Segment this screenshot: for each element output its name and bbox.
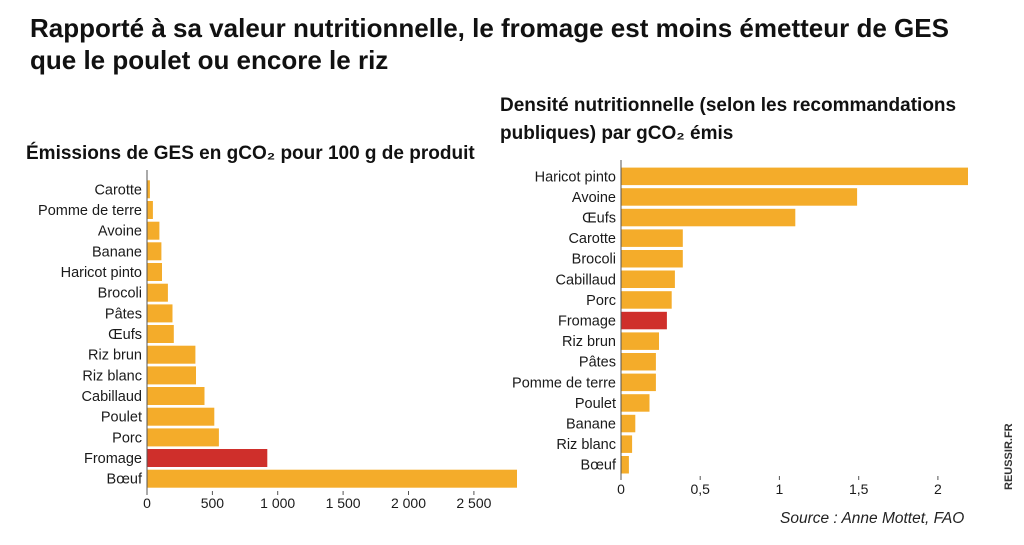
chart-title-density: Densité nutritionnelle (selon les recomm… (500, 95, 957, 144)
category-label-cabillaud: Cabillaud (556, 272, 616, 288)
category-label-fromage: Fromage (84, 451, 142, 467)
bar-banane (621, 414, 636, 433)
emissions-bar-chart: Carotte Pomme de terre Avoine Banane Haricot… (38, 170, 517, 511)
category-label-poulet: Poulet (101, 410, 142, 426)
x-tick-label: 1 000 (260, 495, 295, 511)
category-label-riz-blanc: Riz blanc (556, 437, 616, 453)
bar-haricot-pinto (621, 167, 968, 186)
bar-brocoli (621, 250, 683, 268)
x-tick-label: 0 (143, 495, 151, 511)
category-label-porc: Porc (112, 430, 142, 446)
category-label-pomme-de-terre: Pomme de terre (512, 375, 616, 391)
x-tick-label: 2 (934, 481, 942, 497)
x-tick-label: 0 (617, 481, 625, 497)
category-label-avoine: Avoine (572, 190, 616, 206)
bar-poulet (147, 407, 215, 426)
bar-poulet (621, 394, 650, 412)
category-label-riz-brun: Riz brun (88, 348, 142, 364)
bar-riz-blanc (621, 435, 633, 453)
category-label-oeufs: Œufs (108, 327, 142, 343)
bar-boeuf (621, 456, 629, 474)
category-label-riz-brun: Riz brun (562, 334, 616, 350)
bar-avoine (621, 188, 858, 206)
bar-oeufs (621, 208, 796, 227)
category-label-oeufs: Œufs (582, 211, 616, 227)
bar-pates (147, 304, 173, 323)
bar-fromage (147, 449, 268, 467)
category-label-pates: Pâtes (105, 306, 142, 322)
bar-porc (147, 428, 219, 447)
category-label-riz-blanc: Riz blanc (82, 368, 142, 384)
category-label-carotte: Carotte (568, 231, 616, 247)
category-label-banane: Banane (92, 244, 142, 260)
category-label-fromage: Fromage (558, 314, 616, 330)
bar-riz-brun (147, 345, 196, 364)
category-label-pomme-de-terre: Pomme de terre (38, 203, 142, 219)
x-tick-label: 1 500 (326, 495, 361, 511)
bar-pates (621, 353, 656, 371)
x-tick-label: 2 000 (391, 495, 426, 511)
bar-riz-brun (621, 332, 659, 350)
bar-boeuf (147, 469, 517, 488)
bar-porc (621, 291, 672, 309)
bar-haricot-pinto (147, 263, 162, 281)
bar-oeufs (147, 325, 174, 343)
x-tick-label: 1 (776, 481, 784, 497)
bar-riz-blanc (147, 366, 196, 385)
bar-cabillaud (621, 270, 675, 288)
x-tick-label: 1,5 (849, 481, 869, 497)
x-tick-label: 0,5 (690, 481, 710, 497)
category-label-carotte: Carotte (94, 182, 142, 198)
bar-pomme-de-terre (621, 373, 656, 392)
site-watermark: REUSSIR.FR (1003, 423, 1015, 490)
category-label-pates: Pâtes (579, 355, 616, 371)
bar-carotte (147, 180, 150, 199)
category-label-boeuf: Bœuf (581, 458, 617, 474)
category-label-poulet: Poulet (575, 396, 616, 412)
x-tick-label: 500 (201, 495, 225, 511)
bar-brocoli (147, 283, 168, 302)
bar-pomme-de-terre (147, 201, 153, 219)
category-label-banane: Banane (566, 417, 616, 433)
bar-avoine (147, 221, 160, 240)
category-label-avoine: Avoine (98, 224, 142, 240)
chart-title-emissions: Émissions de GES en gCO₂ pour 100 g de p… (26, 143, 475, 164)
bar-fromage (621, 311, 667, 330)
bar-carotte (621, 229, 683, 247)
category-label-haricot-pinto: Haricot pinto (61, 265, 142, 281)
bar-cabillaud (147, 387, 205, 405)
bar-banane (147, 242, 162, 261)
category-label-boeuf: Bœuf (107, 472, 143, 488)
headline: Rapporté à sa valeur nutritionnelle, le … (30, 13, 949, 75)
x-tick-label: 2 500 (456, 495, 491, 511)
density-bar-chart: Haricot pinto Avoine Œufs Carotte Brocoli Cab… (512, 160, 968, 497)
category-label-porc: Porc (586, 293, 616, 309)
category-label-brocoli: Brocoli (98, 286, 142, 302)
category-label-haricot-pinto: Haricot pinto (535, 169, 616, 185)
source-credit: Source : Anne Mottet, FAO (780, 510, 965, 527)
category-label-brocoli: Brocoli (572, 252, 616, 268)
category-label-cabillaud: Cabillaud (82, 389, 142, 405)
